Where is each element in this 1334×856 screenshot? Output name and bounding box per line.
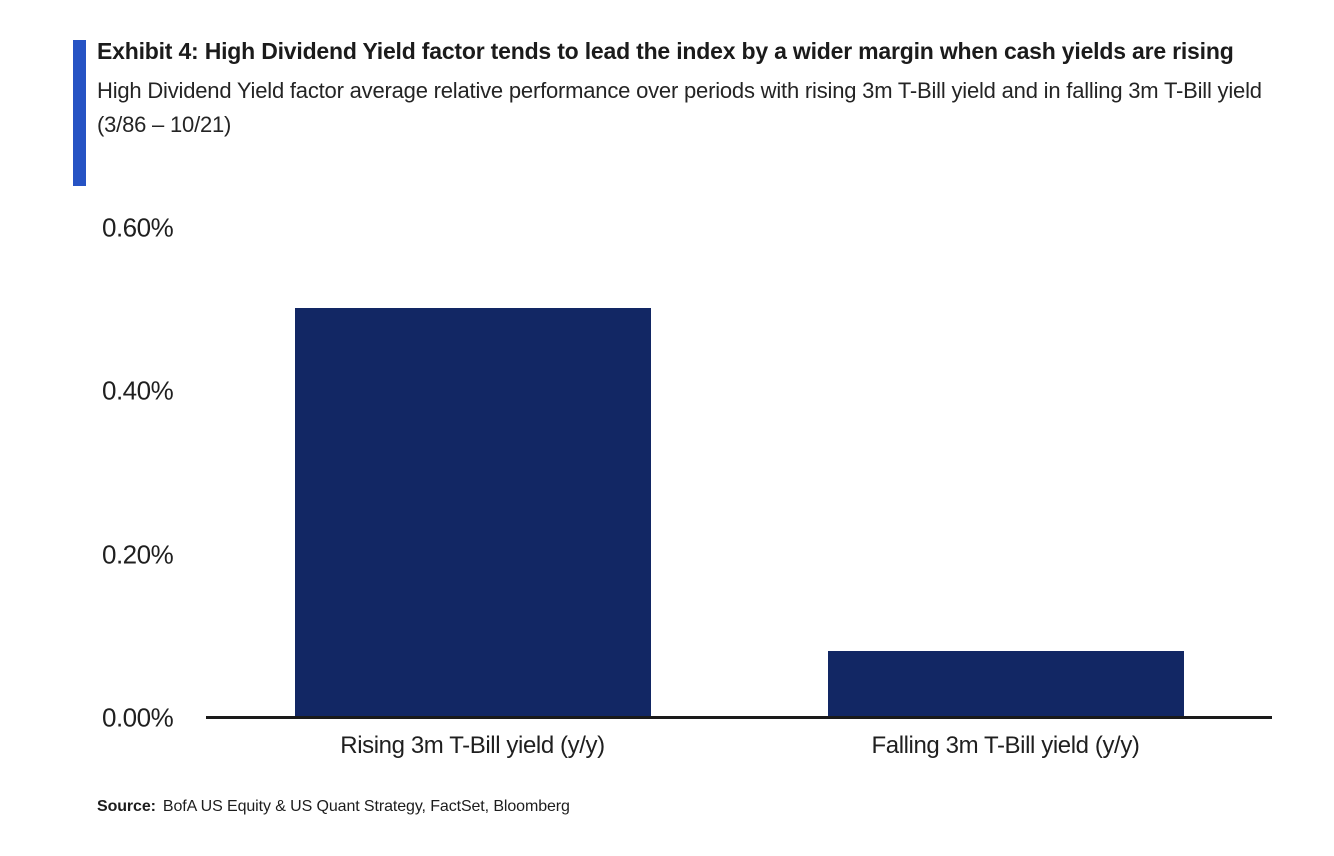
source-line: Source: BofA US Equity & US Quant Strateg… [97,798,570,816]
x-axis-category-label: Falling 3m T-Bill yield (y/y) [871,732,1140,759]
source-text: BofA US Equity & US Quant Strategy, Fact… [162,798,570,815]
chart-bar [295,308,651,716]
y-axis-tick-label: 0.60% [102,212,174,243]
x-axis-category-label: Rising 3m T-Bill yield (y/y) [340,732,605,759]
exhibit-header: Exhibit 4: High Dividend Yield factor te… [97,36,1269,142]
exhibit-accent-bar [73,40,86,186]
source-label: Source: [97,798,156,815]
y-axis-tick-label: 0.40% [102,375,174,406]
y-axis-tick-label: 0.20% [102,539,174,570]
exhibit-subtitle: High Dividend Yield factor average relat… [97,78,1262,137]
y-axis-tick-label: 0.00% [102,702,174,733]
chart-bar [828,651,1184,716]
exhibit-title: Exhibit 4: High Dividend Yield factor te… [97,38,1234,64]
x-axis-line [206,716,1272,719]
